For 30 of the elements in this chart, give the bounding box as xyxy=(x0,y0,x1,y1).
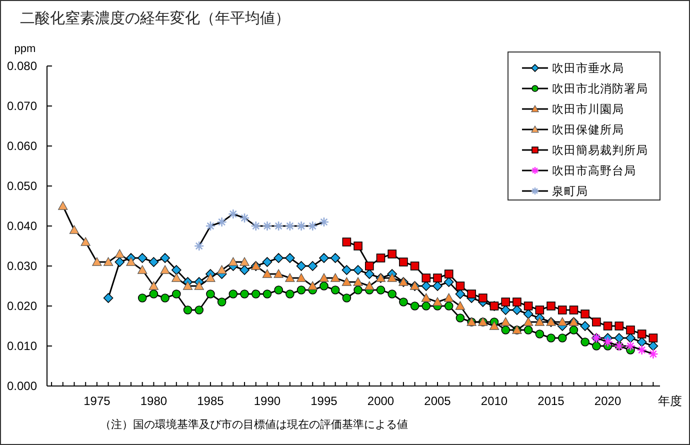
legend-label: 吹田簡易裁判所局 xyxy=(552,144,648,157)
y-tick-label: 0.000 xyxy=(6,379,38,393)
x-tick-label: 2000 xyxy=(367,394,394,408)
x-tick-label: 2010 xyxy=(480,394,508,408)
y-tick-label: 0.040 xyxy=(6,219,38,233)
x-tick-label: 1980 xyxy=(140,394,168,408)
chart-title: 二酸化窒素濃度の経年変化（年平均値） xyxy=(20,10,290,27)
x-tick-label: 2005 xyxy=(424,394,452,408)
legend-label: 吹田市北消防署局 xyxy=(552,82,648,96)
y-tick-label: 0.070 xyxy=(6,99,38,113)
legend-label: 吹田市垂水局 xyxy=(552,61,624,75)
legend-label: 吹田市高野台局 xyxy=(552,164,636,178)
legend-label: 泉町局 xyxy=(552,185,588,198)
x-tick-label: 2020 xyxy=(594,394,622,408)
text: （注）国の環境基準及び市の目標値は現在の評価基準による値 xyxy=(100,418,408,431)
legend-label: 吹田市川園局 xyxy=(552,102,624,116)
x-tick-label: 1975 xyxy=(84,394,111,408)
x-tick-label: 1985 xyxy=(197,394,224,408)
legend-label: 吹田保健所局 xyxy=(552,124,624,136)
x-axis-title: 年度 xyxy=(658,394,682,408)
x-tick-label: 1990 xyxy=(254,394,281,408)
x-tick-label: 1995 xyxy=(310,394,338,408)
y-tick-label: 0.030 xyxy=(6,259,38,273)
y-tick-label: 0.060 xyxy=(6,139,38,153)
y-tick-label: 0.050 xyxy=(6,179,38,193)
y-tick-label: 0.080 xyxy=(6,59,38,73)
x-tick-label: 2015 xyxy=(538,394,565,408)
y-tick-label: 0.020 xyxy=(6,299,38,313)
y-tick-label: 0.010 xyxy=(6,339,38,353)
y-axis-title: ppm xyxy=(14,43,36,55)
